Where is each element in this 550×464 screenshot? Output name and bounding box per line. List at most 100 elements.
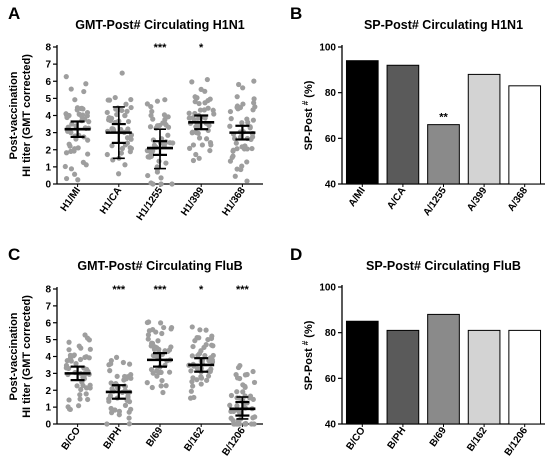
- y-tick-label: 0: [45, 420, 51, 431]
- data-point: [66, 339, 72, 345]
- data-point: [227, 123, 233, 129]
- significance-marker: ***: [154, 42, 168, 54]
- x-tick-label: B/69: [428, 425, 449, 449]
- data-point: [80, 112, 86, 118]
- data-point: [112, 407, 118, 413]
- data-point: [234, 403, 240, 409]
- data-point: [227, 158, 234, 164]
- data-point: [190, 343, 196, 350]
- data-point: [240, 389, 246, 395]
- significance-marker: ***: [112, 284, 126, 296]
- data-point: [66, 397, 72, 403]
- data-point: [85, 396, 91, 403]
- data-point: [234, 94, 240, 100]
- y-axis-label-line: HI titer (GMT corrected): [21, 54, 33, 177]
- panel-letter: B: [290, 4, 302, 23]
- y-tick-label: 3: [45, 128, 51, 139]
- data-point: [154, 98, 161, 104]
- data-point: [156, 122, 163, 129]
- chart-title: SP-Post# Circulating FluB: [366, 259, 521, 273]
- y-tick-label: 4: [45, 111, 51, 122]
- data-point: [188, 388, 194, 394]
- data-point: [252, 104, 258, 110]
- panel-a: A GMT-Post# Circulating H1N1 Post-vaccinat…: [8, 4, 263, 223]
- panel-b: B SP-Post# Circulating H1N1 SP-Post # (%) 4…: [290, 4, 545, 218]
- data-point: [234, 389, 240, 395]
- y-axis-label: SP-Post # (%): [301, 80, 315, 150]
- data-point: [194, 366, 201, 372]
- panel-letter: D: [290, 245, 302, 264]
- data-point: [84, 335, 91, 341]
- data-point: [242, 393, 248, 399]
- data-point: [74, 107, 80, 113]
- significance-marker: ***: [236, 284, 250, 296]
- data-point: [195, 352, 201, 359]
- panel-letter: C: [8, 245, 20, 264]
- data-point: [166, 369, 173, 375]
- data-point: [109, 386, 115, 392]
- data-point: [211, 111, 217, 117]
- data-point: [163, 122, 169, 128]
- data-point: [63, 74, 69, 80]
- data-point: [68, 130, 74, 136]
- data-point: [208, 335, 215, 342]
- y-axis-label: Post-vaccinationHI titer (GMT corrected): [8, 54, 33, 177]
- y-tick-label: 40: [325, 180, 337, 191]
- data-point: [210, 352, 216, 359]
- data-point: [191, 394, 197, 401]
- x-tick-label: H1/399: [179, 185, 207, 218]
- data-point: [77, 356, 84, 363]
- y-tick-label: 6: [45, 77, 51, 88]
- data-point: [169, 181, 175, 187]
- x-tick-label: A/368: [506, 185, 531, 214]
- y-tick-label: 2: [45, 386, 51, 397]
- x-tick-label: B/162: [182, 425, 207, 454]
- data-point: [156, 158, 162, 164]
- data-point: [128, 104, 134, 111]
- data-point: [104, 109, 110, 116]
- data-point: [205, 105, 211, 111]
- data-point: [236, 81, 242, 88]
- y-axis-label: Post-vaccinationHI titer (GMT corrected): [8, 295, 33, 418]
- significance-marker: ***: [154, 284, 168, 296]
- data-point: [203, 327, 209, 333]
- data-point: [190, 157, 197, 164]
- data-point: [104, 151, 110, 158]
- data-point: [86, 119, 92, 125]
- data-point: [122, 162, 128, 168]
- data-point: [126, 361, 133, 367]
- data-point: [249, 145, 255, 152]
- data-point: [237, 363, 243, 369]
- x-tick-label: B/1206: [503, 425, 531, 458]
- data-point: [161, 324, 167, 331]
- data-point: [207, 147, 213, 154]
- data-point: [75, 403, 82, 409]
- data-point: [165, 132, 171, 138]
- data-point: [205, 373, 212, 379]
- data-point: [158, 383, 164, 389]
- data-point: [168, 326, 174, 332]
- data-point: [82, 354, 88, 360]
- y-tick-label: 8: [45, 285, 51, 296]
- data-point: [68, 166, 75, 172]
- data-point: [228, 392, 235, 399]
- data-point: [78, 105, 84, 112]
- y-tick-label: 7: [45, 60, 51, 71]
- data-point: [85, 151, 91, 157]
- data-point: [63, 150, 70, 156]
- data-point: [120, 359, 126, 366]
- data-point: [83, 81, 89, 87]
- data-point: [149, 384, 155, 391]
- data-point: [162, 97, 168, 103]
- data-point: [66, 347, 72, 353]
- x-tick-label: B/PH: [386, 425, 409, 451]
- bar: [508, 329, 542, 425]
- data-point: [83, 162, 89, 168]
- data-point: [77, 392, 83, 398]
- y-tick-label: 3: [45, 369, 51, 380]
- data-point: [150, 148, 156, 154]
- data-point: [203, 136, 210, 142]
- data-point: [242, 372, 249, 378]
- data-point: [69, 121, 75, 127]
- bar: [427, 124, 460, 185]
